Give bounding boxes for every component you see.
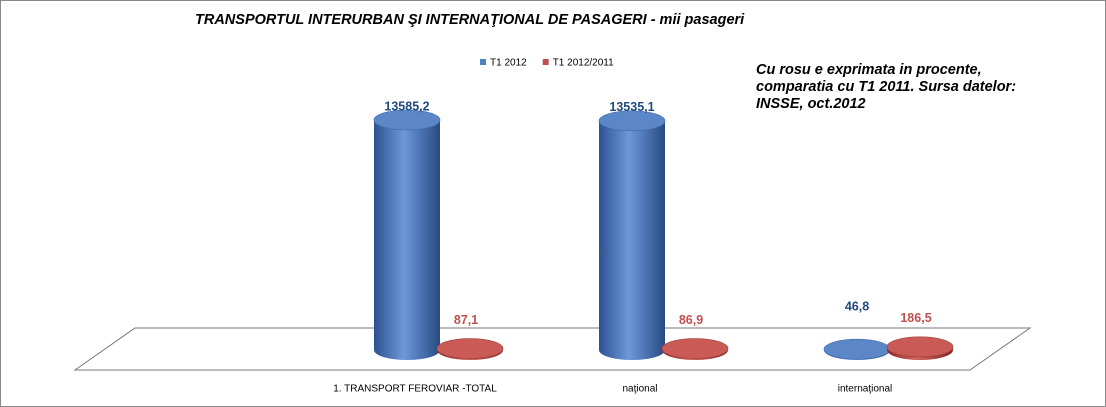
x-tick-label: naţional <box>622 384 657 395</box>
value-label: 87,1 <box>454 313 478 327</box>
value-label: 46,8 <box>845 299 869 313</box>
legend-swatch <box>542 59 549 65</box>
cylinder-top <box>886 336 954 358</box>
legend-label: T1 2012/2011 <box>553 58 614 69</box>
cylinder-top <box>373 109 441 131</box>
x-tick-label: internaţional <box>838 384 892 395</box>
value-label: 186,5 <box>900 311 931 325</box>
x-tick-label: 1. TRANSPORT FEROVIAR -TOTAL <box>333 384 497 395</box>
cylinder-top <box>436 338 504 359</box>
legend-label: T1 2012 <box>490 58 527 69</box>
cylinder-top <box>661 338 729 359</box>
cylinder-top <box>598 110 666 132</box>
cylinder-top <box>823 338 891 360</box>
chart-title: TRANSPORTUL INTERURBAN ŞI INTERNAŢIONAL … <box>195 12 745 28</box>
value-label: 13535,1 <box>609 100 654 114</box>
cylinder <box>599 120 665 360</box>
legend-swatch <box>480 59 486 65</box>
value-label: 13585,2 <box>384 99 429 113</box>
value-label: 86,9 <box>679 313 703 327</box>
cylinder <box>887 346 953 360</box>
annotation: Cu rosu e exprimata in procente, compara… <box>756 62 1017 112</box>
cylinder <box>374 120 440 360</box>
floor <box>73 327 1032 371</box>
